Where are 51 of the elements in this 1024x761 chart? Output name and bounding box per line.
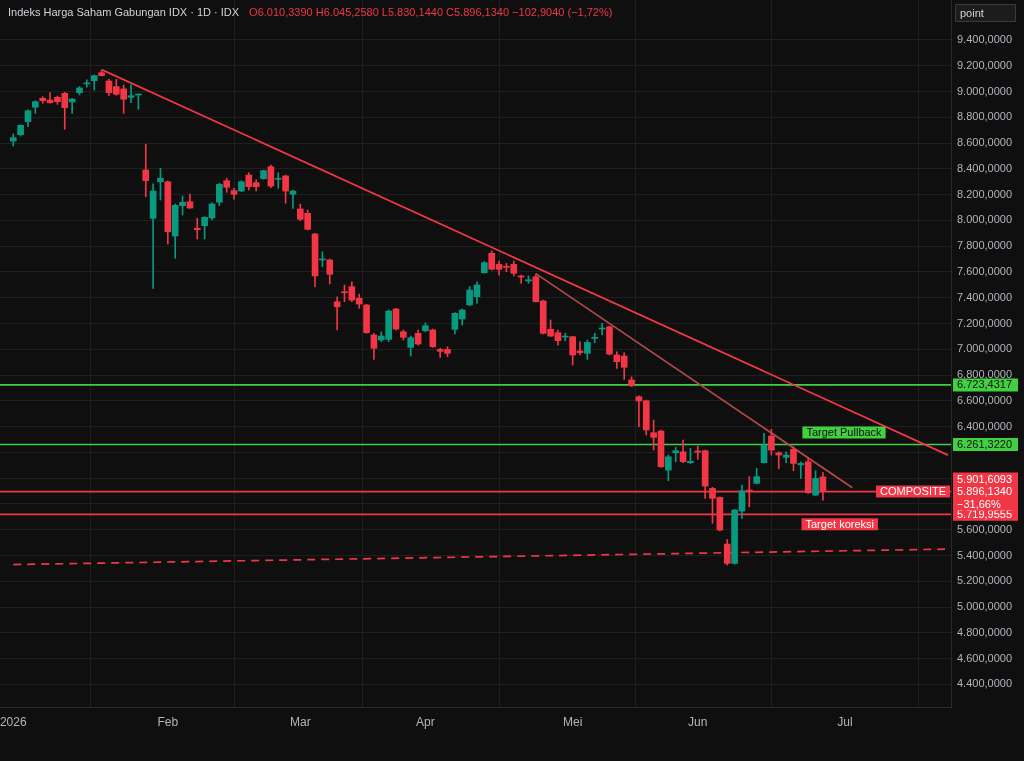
y-tick-label: 5.600,0000 [957,522,1013,535]
text: point [960,6,984,19]
annotation: Target Pullback [806,426,883,439]
ref-line-label: 5.896,1340 [957,485,1013,498]
text: −31,66% [957,497,1001,510]
candlestick [672,447,680,463]
y-tick-label: 5.200,0000 [957,574,1013,587]
y-tick-label: 8.600,0000 [957,136,1013,149]
y-tick-label: 6.600,0000 [957,393,1013,406]
y-tick-label: 4.800,0000 [957,625,1013,638]
y-tick-label: 7.600,0000 [957,265,1013,277]
candlestick [274,172,282,189]
x-tick-label: 2026 [0,714,27,729]
candlestick [193,218,201,240]
y-tick-label: 4.400,0000 [957,677,1013,690]
text: 5.901,6093 [957,472,1013,485]
ref-line-label: 6.261,3220 [957,438,1013,451]
annotation: COMPOSITE [879,485,947,498]
y-tick-label: 8.400,0000 [957,161,1013,174]
y-tick-label: 6.400,0000 [957,419,1013,432]
y-tick-label: 8.200,0000 [957,187,1013,200]
candlestick [775,451,783,470]
y-tick-label: 7.200,0000 [957,316,1013,329]
y-tick-label: 9.200,0000 [957,58,1013,71]
y-tick-label: 9.400,0000 [957,32,1013,45]
candlestick [142,143,150,198]
x-tick-label: Jul [837,714,853,729]
x-tick-label: Mei [562,714,583,729]
y-tick-label: 8.000,0000 [957,213,1013,226]
x-tick-label: Jun [688,714,708,729]
y-tick-label: 6.800,0000 [957,368,1013,381]
y-tick-label: 4.600,0000 [957,651,1013,664]
candlestick [127,84,135,104]
x-tick-label: Feb [157,714,179,729]
y-tick-label: 5.400,0000 [957,548,1013,561]
y-tick-label: 8.800,0000 [957,110,1013,123]
x-tick-label: Apr [416,714,435,729]
y-tick-label: 7.400,0000 [957,290,1013,303]
y-tick-label: 7.000,0000 [957,342,1013,355]
y-tick-label: 9.000,0000 [957,84,1013,97]
candlestick [591,333,599,344]
x-tick-label: Mar [289,714,311,729]
ref-line-label: 6.723,4317 [957,378,1013,391]
candlestick [333,296,341,331]
text: O6.010,3390 H6.045,2580 L5.830,1440 C5.896,1340 −102,9040 (−1,72%) [249,6,613,19]
candlestick [289,189,297,209]
text: Indeks Harga Saham Gabungan IDX · 1D · IDX [8,6,240,19]
y-tick-label: 7.800,0000 [957,239,1013,252]
y-tick-label: 5.000,0000 [957,600,1013,613]
annotation: Target koreksi [805,517,874,530]
candlestick [782,451,790,464]
